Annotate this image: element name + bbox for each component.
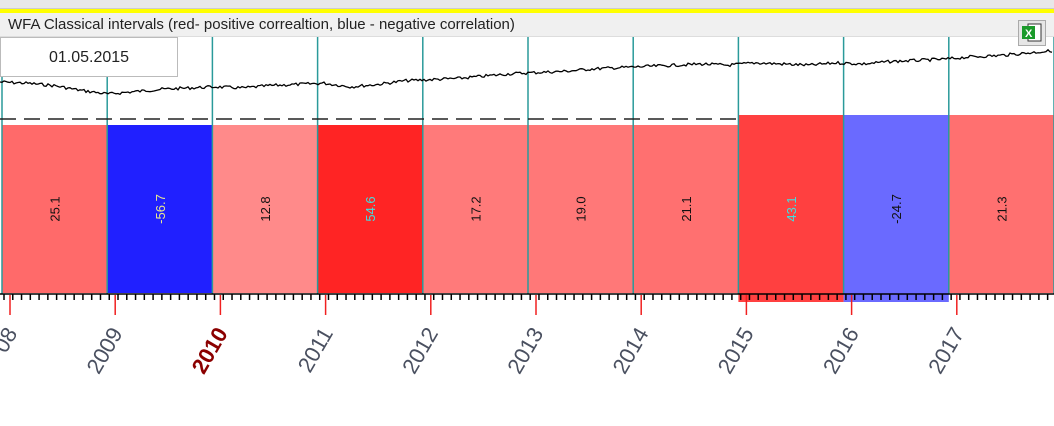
bar-value-label: 19.0: [574, 196, 589, 221]
bar-value-label: 21.1: [679, 196, 694, 221]
excel-export-icon[interactable]: X: [1018, 20, 1046, 46]
year-label: 08: [0, 323, 22, 357]
year-label: 2011: [293, 323, 338, 376]
interval-bar: [738, 115, 844, 302]
year-label: 2013: [502, 323, 548, 378]
interval-bar: [212, 125, 318, 293]
active-highlight-bar: [0, 9, 1054, 13]
year-label: 2015: [713, 323, 759, 378]
bar-value-label: -24.7: [889, 194, 904, 224]
svg-text:X: X: [1025, 28, 1033, 40]
year-label: 2017: [923, 323, 969, 378]
bar-value-label: -56.7: [153, 194, 168, 224]
panel-header: WFA Classical intervals (red- positive c…: [0, 13, 1054, 37]
bar-value-label: 17.2: [468, 196, 483, 221]
bar-value-label: 25.1: [48, 196, 63, 221]
year-label: 2010: [187, 323, 233, 378]
interval-bar: [633, 125, 739, 293]
interval-bar: [317, 125, 423, 293]
panel-title: WFA Classical intervals (red- positive c…: [8, 16, 515, 33]
interval-bar: [107, 125, 213, 293]
top-toolbar: [0, 0, 1054, 9]
date-readout: 01.05.2015: [0, 37, 178, 77]
interval-bar: [422, 125, 528, 293]
year-label: 2012: [397, 323, 443, 378]
bar-value-label: 43.1: [784, 196, 799, 221]
bar-value-label: 12.8: [258, 196, 273, 221]
interval-bar: [948, 115, 1054, 293]
bar-value-label: 21.3: [994, 196, 1009, 221]
year-label: 2016: [818, 323, 864, 378]
year-label: 2014: [607, 323, 653, 378]
interval-bar: [2, 125, 108, 293]
equity-curve: [0, 48, 1053, 96]
interval-bar: [528, 125, 634, 293]
year-label: 2009: [81, 323, 127, 378]
bar-value-label: 54.6: [363, 196, 378, 221]
interval-bar: [843, 115, 949, 302]
